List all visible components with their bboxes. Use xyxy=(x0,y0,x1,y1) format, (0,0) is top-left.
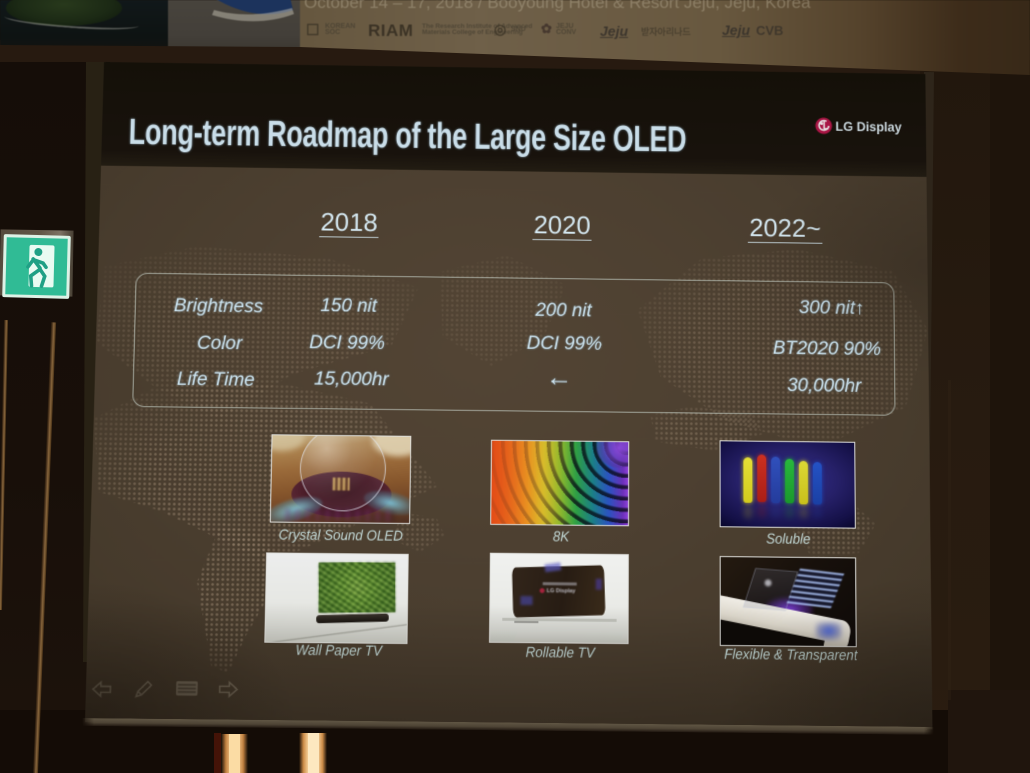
svg-text:LG Display: LG Display xyxy=(835,119,902,135)
